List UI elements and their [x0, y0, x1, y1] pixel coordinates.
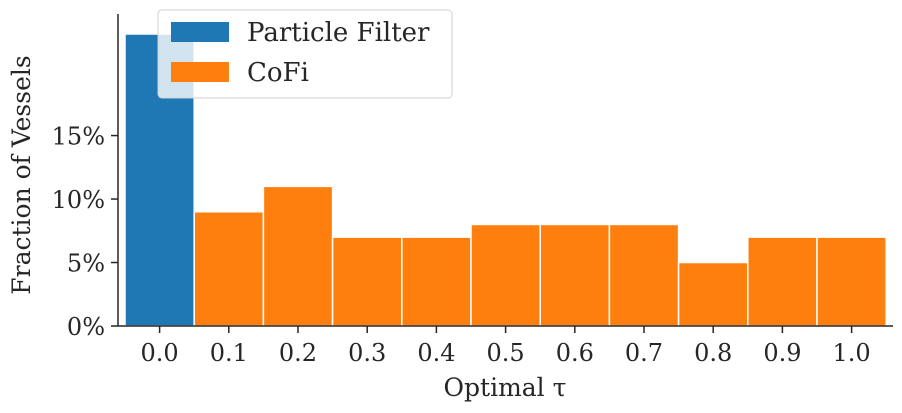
bars-group [124, 33, 887, 327]
y-tick-label: 5% [67, 250, 105, 278]
x-tick-label: 0.4 [417, 339, 455, 367]
x-axis-title: Optimal τ [444, 373, 567, 402]
bar-0.4-cofi [401, 236, 472, 327]
legend-swatch [171, 62, 229, 82]
y-axis-title: Fraction of Vessels [7, 55, 36, 294]
x-tick-label: 1.0 [833, 339, 871, 367]
bar-0.1-cofi [193, 210, 265, 327]
x-ticks-group: 0.0 0.1 0.2 0.3 0.4 0.5 0.6 0.7 0.8 0.9 1.0 [141, 326, 871, 367]
bar-0.6-cofi [539, 223, 611, 327]
y-tick-label: 15% [52, 123, 105, 151]
x-tick-label: 0.1 [210, 339, 248, 367]
bar-0.8-cofi [677, 261, 749, 327]
x-tick-label: 0.7 [625, 339, 663, 367]
bar-0.5-cofi [470, 223, 541, 327]
x-tick-label: 0.2 [279, 339, 317, 367]
x-tick-label: 0.8 [694, 339, 732, 367]
x-tick-label: 0.3 [348, 339, 386, 367]
bar-0.3-cofi [331, 236, 403, 327]
x-tick-label: 0.6 [556, 339, 594, 367]
bar-0.7-cofi [608, 223, 680, 327]
legend-label: Particle Filter [247, 18, 430, 48]
x-tick-label: 0.9 [763, 339, 801, 367]
y-tick-label: 0% [67, 313, 105, 341]
x-tick-label: 0.0 [141, 339, 179, 367]
y-tick-label: 10% [52, 186, 105, 214]
legend: Particle Filter CoFi [157, 9, 453, 99]
y-ticks-group: 0% 5% 10% 15% [52, 123, 118, 341]
legend-swatch [171, 22, 229, 42]
legend-label: CoFi [247, 58, 309, 88]
legend-box [157, 9, 453, 99]
bar-1.0-cofi [816, 236, 887, 327]
bar-0.9-cofi [747, 236, 818, 327]
x-tick-label: 0.5 [487, 339, 525, 367]
bar-0.2-cofi [262, 185, 334, 327]
